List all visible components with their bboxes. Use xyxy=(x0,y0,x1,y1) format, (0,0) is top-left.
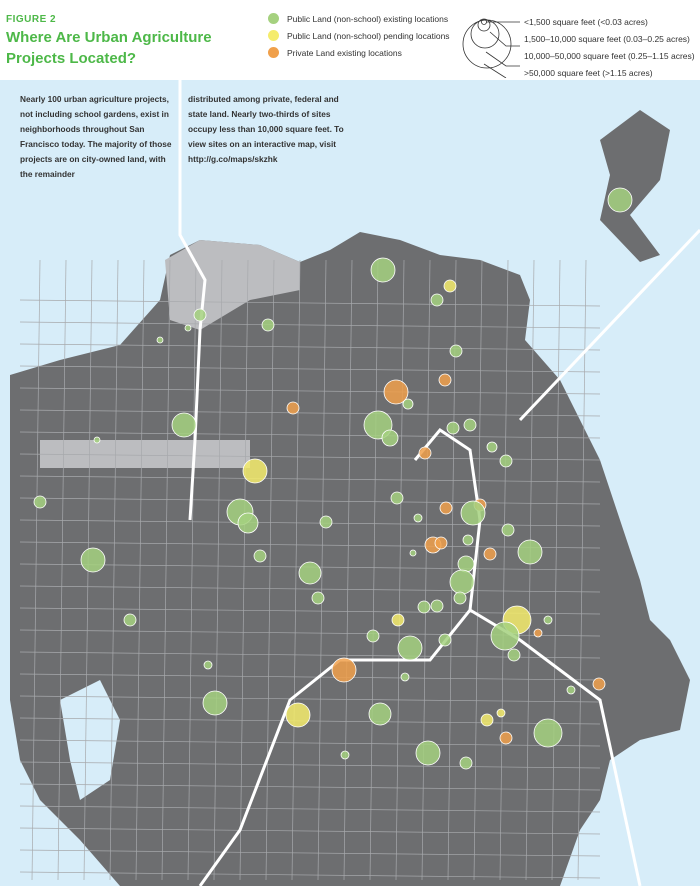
public-existing-marker[interactable] xyxy=(80,547,106,573)
private-marker[interactable] xyxy=(286,401,300,415)
public-existing-marker[interactable] xyxy=(543,615,553,625)
public-existing-marker[interactable] xyxy=(319,515,333,529)
public-existing-marker[interactable] xyxy=(203,660,213,670)
public-existing-marker[interactable] xyxy=(311,591,325,605)
size-label-3: 10,000–50,000 square feet (0.25–1.15 acr… xyxy=(524,51,695,61)
figure-title: Where Are Urban Agriculture Projects Loc… xyxy=(6,29,212,67)
private-marker[interactable] xyxy=(383,379,409,405)
map-canvas[interactable] xyxy=(0,80,700,887)
public-existing-marker[interactable] xyxy=(449,344,463,358)
public-existing-marker[interactable] xyxy=(460,500,486,526)
legend-item-private: Private Land existing locations xyxy=(268,44,450,61)
public-existing-marker[interactable] xyxy=(184,324,192,332)
public-existing-marker[interactable] xyxy=(397,635,423,661)
category-legend: Public Land (non-school) existing locati… xyxy=(268,10,450,61)
private-marker[interactable] xyxy=(499,731,513,745)
public-existing-marker[interactable] xyxy=(459,756,473,770)
private-marker[interactable] xyxy=(533,628,543,638)
public-pending-marker[interactable] xyxy=(443,279,457,293)
public-existing-marker[interactable] xyxy=(415,740,441,766)
treasure-island xyxy=(600,110,670,262)
public-existing-marker[interactable] xyxy=(402,398,414,410)
size-legend: <1,500 square feet (<0.03 acres) 1,500–1… xyxy=(462,8,700,78)
public-existing-marker[interactable] xyxy=(501,523,515,537)
public-existing-marker[interactable] xyxy=(533,718,563,748)
legend-item-public-existing: Public Land (non-school) existing locati… xyxy=(268,10,450,27)
size-label-4: >50,000 square feet (>1.15 acres) xyxy=(524,68,653,78)
public-existing-marker[interactable] xyxy=(417,600,431,614)
public-existing-marker[interactable] xyxy=(123,613,137,627)
golden-gate-park xyxy=(40,440,250,468)
public-pending-marker[interactable] xyxy=(242,458,268,484)
public-existing-marker[interactable] xyxy=(462,534,474,546)
public-existing-marker[interactable] xyxy=(202,690,228,716)
size-label-1: <1,500 square feet (<0.03 acres) xyxy=(524,17,648,27)
size-circles-icon xyxy=(462,18,520,78)
public-existing-marker[interactable] xyxy=(607,187,633,213)
orange-dot-icon xyxy=(268,47,279,58)
public-existing-marker[interactable] xyxy=(93,436,101,444)
freeways xyxy=(178,80,700,887)
lake-merced xyxy=(60,680,120,800)
public-existing-marker[interactable] xyxy=(33,495,47,509)
map[interactable] xyxy=(0,80,700,887)
land-san-francisco xyxy=(10,232,690,886)
public-existing-marker[interactable] xyxy=(457,555,475,573)
public-existing-marker[interactable] xyxy=(298,561,322,585)
presidio xyxy=(165,240,300,330)
public-existing-marker[interactable] xyxy=(430,293,444,307)
public-existing-marker[interactable] xyxy=(171,412,197,438)
intro-text-col2: distributed among private, federal and s… xyxy=(188,94,344,164)
size-label-2: 1,500–10,000 square feet (0.03–0.25 acre… xyxy=(524,34,690,44)
green-dot-icon xyxy=(268,13,279,24)
yellow-dot-icon xyxy=(268,30,279,41)
public-existing-marker[interactable] xyxy=(517,539,543,565)
public-existing-marker[interactable] xyxy=(368,702,392,726)
public-existing-marker[interactable] xyxy=(409,549,417,557)
private-marker[interactable] xyxy=(434,536,448,550)
public-existing-marker[interactable] xyxy=(453,591,467,605)
public-existing-marker[interactable] xyxy=(463,418,477,432)
public-pending-marker[interactable] xyxy=(391,613,405,627)
private-marker[interactable] xyxy=(418,446,432,460)
public-existing-marker[interactable] xyxy=(390,491,404,505)
public-existing-marker[interactable] xyxy=(237,512,259,534)
public-existing-marker[interactable] xyxy=(370,257,396,283)
private-marker[interactable] xyxy=(439,501,453,515)
figure-label: FIGURE 2 xyxy=(6,14,57,25)
public-existing-marker[interactable] xyxy=(430,599,444,613)
private-marker[interactable] xyxy=(592,677,606,691)
private-marker[interactable] xyxy=(483,547,497,561)
public-existing-marker[interactable] xyxy=(261,318,275,332)
public-existing-marker[interactable] xyxy=(446,421,460,435)
public-existing-marker[interactable] xyxy=(413,513,423,523)
public-pending-marker[interactable] xyxy=(496,708,506,718)
public-existing-marker[interactable] xyxy=(438,633,452,647)
public-existing-marker[interactable] xyxy=(507,648,521,662)
public-pending-marker[interactable] xyxy=(480,713,494,727)
public-existing-marker[interactable] xyxy=(400,672,410,682)
project-markers xyxy=(33,187,633,770)
public-existing-marker[interactable] xyxy=(156,336,164,344)
street-grid xyxy=(19,259,601,881)
public-pending-marker[interactable] xyxy=(285,702,311,728)
public-existing-marker[interactable] xyxy=(253,549,267,563)
public-existing-marker[interactable] xyxy=(193,308,207,322)
legend-item-public-pending: Public Land (non-school) pending locatio… xyxy=(268,27,450,44)
public-existing-marker[interactable] xyxy=(449,569,475,595)
public-existing-marker[interactable] xyxy=(486,441,498,453)
public-existing-marker[interactable] xyxy=(490,621,520,651)
public-existing-marker[interactable] xyxy=(499,454,513,468)
private-marker[interactable] xyxy=(331,657,357,683)
public-existing-marker[interactable] xyxy=(566,685,576,695)
private-marker[interactable] xyxy=(438,373,452,387)
public-existing-marker[interactable] xyxy=(340,750,350,760)
public-existing-marker[interactable] xyxy=(381,429,399,447)
intro-text-col1: Nearly 100 urban agriculture projects, n… xyxy=(20,94,172,179)
public-existing-marker[interactable] xyxy=(366,629,380,643)
